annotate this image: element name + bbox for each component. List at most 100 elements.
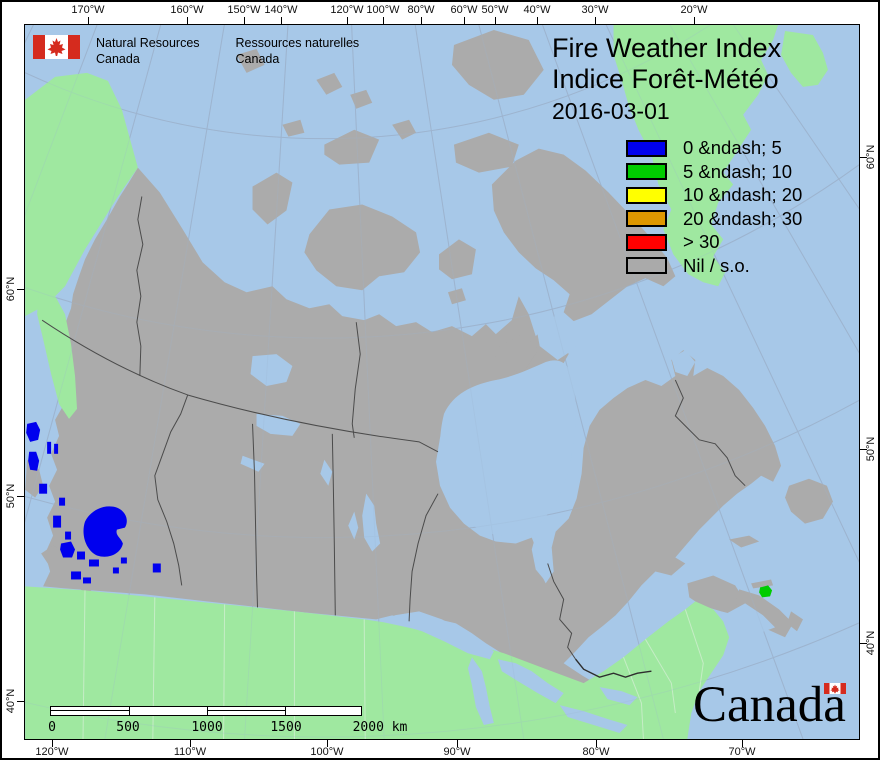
lakes [240,314,776,734]
axis-tick [464,17,465,24]
scale-bar-midline [207,710,285,711]
axis-tick [595,17,596,24]
scale-bar: 0 500 1000 1500 2000 km [48,706,407,739]
axis-label-left: 50°N [5,483,17,509]
province-borders [41,196,746,660]
james-bay [531,535,552,582]
axis-label-top: 150°W [227,4,261,16]
lake-athabasca [240,455,265,472]
greenland-island [781,30,828,87]
signature-fr-line1: Ressources naturelles [235,36,360,50]
axis-tick [742,740,743,747]
axis-label-left: 40°N [5,688,17,714]
canada-landmass [25,29,833,714]
scale-label: 1000 [191,720,223,735]
lake-huron [497,659,564,704]
scale-bar-divider [207,707,208,715]
axis-tick [383,17,384,24]
axis-tick [421,17,422,24]
legend-swatch-0-5 [626,139,667,157]
reindeer-lake [320,459,333,486]
ungava-bay [671,350,696,377]
axis-label-top: 20°W [680,4,708,16]
scale-bar-divider [285,707,286,715]
legend-row: 10 &ndash; 20 [626,184,802,205]
axis-label-top: 160°W [170,4,204,16]
axis-tick [281,17,282,24]
great-slave-lake [256,413,301,436]
lake-ontario [599,687,638,706]
axis-label-top: 100°W [366,4,400,16]
lake-winnipegosis [348,511,359,540]
axis-tick [495,17,496,24]
axis-label-bottom: 120°W [35,746,69,758]
fwi-patches-0-5 [26,421,161,584]
axis-tick [244,17,245,24]
axis-tick [860,157,867,158]
legend-swatch-nil [626,257,667,274]
axis-label-bottom: 90°W [443,746,471,758]
axis-label-top: 140°W [264,4,298,16]
map-canvas [25,25,859,739]
axis-label-bottom: 70°W [728,746,756,758]
axis-label-top: 120°W [330,4,364,16]
axis-tick [17,289,24,290]
legend-label: 20 &ndash; 30 [683,207,803,229]
legend-label: > 30 [683,231,720,252]
greenland [613,25,779,287]
government-signature: Natural Resources Canada Ressources natu… [33,35,359,67]
legend-row: 20 &ndash; 30 [626,208,802,229]
axis-label-top: 80°W [407,4,435,16]
axis-label-bottom: 110°W [173,746,207,758]
axis-tick [52,740,53,747]
axis-tick [457,740,458,747]
scale-bar-track [50,706,362,716]
axis-label-top: 170°W [71,4,105,16]
great-bear-lake [250,354,293,386]
fwi-patch-5-10 [759,585,773,598]
map-frame: Natural Resources Canada Ressources natu… [24,24,860,740]
legend-label: 5 &ndash; 10 [683,160,793,182]
legend-row: 0 &ndash; 5 [626,137,782,158]
wordmark-flag-icon [824,683,846,694]
axis-tick [860,643,867,644]
axis-label-bottom: 100°W [310,746,344,758]
canada-wordmark: Canada [693,677,859,737]
legend-swatch-20-30 [626,210,667,227]
title-date: 2016-03-01 [552,98,670,124]
scale-label: 1500 [270,720,302,735]
axis-tick [88,17,89,24]
scale-label: 0 [48,720,56,735]
legend-label: Nil / s.o. [683,254,750,276]
legend-label: 0 &ndash; 5 [683,137,782,158]
scale-bar-midline [51,710,129,711]
axis-tick [190,740,191,747]
map-title: Fire Weather Index Indice Forêt-Météo 20… [552,33,781,125]
axis-tick [327,740,328,747]
canada-flag-icon [33,35,80,59]
signature-fr-line2: Canada [235,52,280,66]
axis-tick [537,17,538,24]
axis-label-top: 40°W [523,4,551,16]
axis-tick [17,701,24,702]
scale-bar-divider [129,707,130,715]
scale-label: 2000 km [352,720,408,735]
axis-tick [347,17,348,24]
signature-en-line1: Natural Resources [96,36,200,50]
hudson-bay [439,360,576,536]
signature-text-fr: Ressources naturelles Canada [236,35,360,67]
signature-text-en: Natural Resources Canada [96,35,200,67]
axis-label-top: 50°W [481,4,509,16]
axis-label-left: 60°N [5,276,17,302]
ontario-quebec-river-border [575,658,652,678]
legend-row: 5 &ndash; 10 [626,161,792,182]
legend-label: 10 &ndash; 20 [683,184,803,205]
alaska [25,72,138,317]
axis-label-top: 60°W [450,4,478,16]
lake-michigan [467,657,494,726]
legend-row: > 30 [626,231,720,252]
lake-superior [394,611,494,660]
axis-tick [17,496,24,497]
title-en: Fire Weather Index [552,33,782,63]
legend-row: Nil / s.o. [626,255,750,276]
